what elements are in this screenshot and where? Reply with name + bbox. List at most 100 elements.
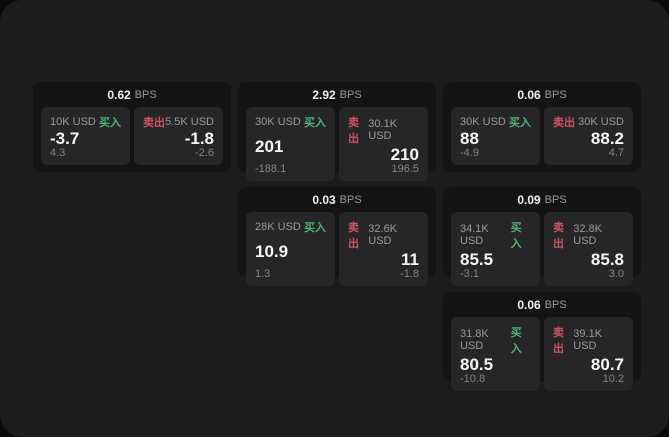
sell-delta: 196.5 [391,163,419,175]
sell-pane-header: 卖出 32.6K USD [348,219,419,251]
sell-pane-header: 卖出 39.1K USD [553,324,624,356]
buy-price: 85.5 [460,250,494,269]
bps-value: 0.03 [312,192,336,207]
quote-card: 0.06 BPS 31.8K USD 买入 80.5 -10.8 卖出 39.1… [443,292,641,391]
buy-delta: 4.3 [50,147,66,159]
buy-label: 买入 [509,117,531,129]
buy-amount: 31.8K USD [460,328,489,352]
bps-unit: BPS [339,88,362,101]
sell-pane-header: 卖出 30.1K USD [348,114,419,146]
sell-amount: 39.1K USD [573,328,603,352]
sell-label: 卖出 [553,117,575,129]
quote-card: 0.62 BPS 10K USD 买入 -3.7 4.3 卖出 5.5K USD [33,82,231,172]
buy-pane[interactable]: 34.1K USD 买入 85.5 -3.1 [451,212,540,286]
bps-unit: BPS [339,193,362,206]
buy-price: -3.7 [50,129,80,148]
buy-pane-header: 31.8K USD 买入 [460,324,531,356]
bps-value: 0.62 [107,87,131,102]
sell-price: -1.8 [184,129,214,148]
pane-row: 34.1K USD 买入 85.5 -3.1 卖出 32.8K USD 85.8… [443,212,641,293]
bps-unit: BPS [544,88,567,101]
quote-card: 0.03 BPS 28K USD 买入 10.9 1.3 卖出 32.6K US… [238,187,436,286]
buy-amount: 28K USD [255,221,301,233]
bps-header: 0.09 BPS [443,187,641,212]
bps-value: 0.06 [517,297,541,312]
pane-row: 28K USD 买入 10.9 1.3 卖出 32.6K USD 11 -1.8 [238,212,436,293]
quote-card: 2.92 BPS 30K USD 买入 201 -188.1 卖出 30.1K … [238,82,436,181]
buy-label: 买入 [304,117,326,129]
buy-pane-header: 30K USD 买入 [460,114,531,130]
buy-price: 201 [255,137,284,156]
sell-label: 卖出 [348,222,359,250]
bps-header: 0.06 BPS [443,82,641,107]
sell-amount: 32.6K USD [368,223,398,247]
buy-delta: -188.1 [255,163,287,175]
bps-header: 0.03 BPS [238,187,436,212]
buy-price: 88 [460,129,479,148]
sell-delta: -2.6 [195,147,214,159]
sell-label: 卖出 [553,222,564,250]
sell-amount: 5.5K USD [165,116,214,128]
sell-pane[interactable]: 卖出 39.1K USD 80.7 10.2 [544,317,633,391]
sell-pane[interactable]: 卖出 30.1K USD 210 196.5 [339,107,428,181]
buy-label: 买入 [304,222,326,234]
bps-value: 2.92 [312,87,336,102]
bps-unit: BPS [134,88,157,101]
buy-delta: 1.3 [255,268,271,280]
bps-unit: BPS [544,193,567,206]
sell-price: 85.8 [590,250,624,269]
sell-pane[interactable]: 卖出 30K USD 88.2 4.7 [544,107,633,165]
sell-delta: 10.2 [602,373,624,385]
buy-amount: 34.1K USD [460,223,489,247]
buy-delta: -4.9 [460,147,479,159]
quote-grid: 0.62 BPS 10K USD 买入 -3.7 4.3 卖出 5.5K USD [33,82,641,391]
sell-label: 卖出 [553,327,564,355]
buy-price: 10.9 [255,242,289,261]
sell-pane[interactable]: 卖出 32.6K USD 11 -1.8 [339,212,428,286]
pane-row: 31.8K USD 买入 80.5 -10.8 卖出 39.1K USD 80.… [443,317,641,398]
buy-amount: 30K USD [460,116,506,128]
sell-delta: 3.0 [608,268,624,280]
bps-header: 2.92 BPS [238,82,436,107]
buy-pane[interactable]: 28K USD 买入 10.9 1.3 [246,212,335,286]
sell-amount: 30.1K USD [368,118,398,142]
sell-delta: -1.8 [400,268,419,280]
sell-amount: 30K USD [578,116,624,128]
buy-pane-header: 10K USD 买入 [50,114,121,130]
bps-unit: BPS [544,298,567,311]
quote-card: 0.06 BPS 30K USD 买入 88 -4.9 卖出 30K USD [443,82,641,172]
pane-row: 10K USD 买入 -3.7 4.3 卖出 5.5K USD -1.8 -2.… [33,107,231,172]
sell-amount: 32.8K USD [573,223,603,247]
buy-pane[interactable]: 30K USD 买入 201 -188.1 [246,107,335,181]
pane-row: 30K USD 买入 201 -188.1 卖出 30.1K USD 210 1… [238,107,436,188]
sell-price: 80.7 [590,355,624,374]
pane-row: 30K USD 买入 88 -4.9 卖出 30K USD 88.2 4.7 [443,107,641,172]
buy-price: 80.5 [460,355,494,374]
buy-delta: -3.1 [460,268,479,280]
buy-label: 买入 [99,117,121,129]
buy-pane-header: 30K USD 买入 [255,114,326,130]
sell-pane-header: 卖出 30K USD [553,114,624,130]
sell-pane[interactable]: 卖出 5.5K USD -1.8 -2.6 [134,107,223,165]
buy-pane[interactable]: 31.8K USD 买入 80.5 -10.8 [451,317,540,391]
buy-pane-header: 28K USD 买入 [255,219,326,235]
sell-pane[interactable]: 卖出 32.8K USD 85.8 3.0 [544,212,633,286]
sell-price: 88.2 [590,129,624,148]
buy-pane-header: 34.1K USD 买入 [460,219,531,251]
buy-pane[interactable]: 10K USD 买入 -3.7 4.3 [41,107,130,165]
sell-delta: 4.7 [608,147,624,159]
buy-amount: 10K USD [50,116,96,128]
sell-price: 210 [390,145,419,164]
bps-header: 0.62 BPS [33,82,231,107]
sell-pane-header: 卖出 5.5K USD [143,114,214,130]
buy-label: 买入 [510,327,522,355]
sell-pane-header: 卖出 32.8K USD [553,219,624,251]
sell-label: 卖出 [348,117,359,145]
quote-card: 0.09 BPS 34.1K USD 买入 85.5 -3.1 卖出 32.8K… [443,187,641,286]
sell-price: 11 [401,250,419,269]
sell-label: 卖出 [143,117,165,129]
buy-pane[interactable]: 30K USD 买入 88 -4.9 [451,107,540,165]
bps-value: 0.06 [517,87,541,102]
buy-label: 买入 [510,222,522,250]
